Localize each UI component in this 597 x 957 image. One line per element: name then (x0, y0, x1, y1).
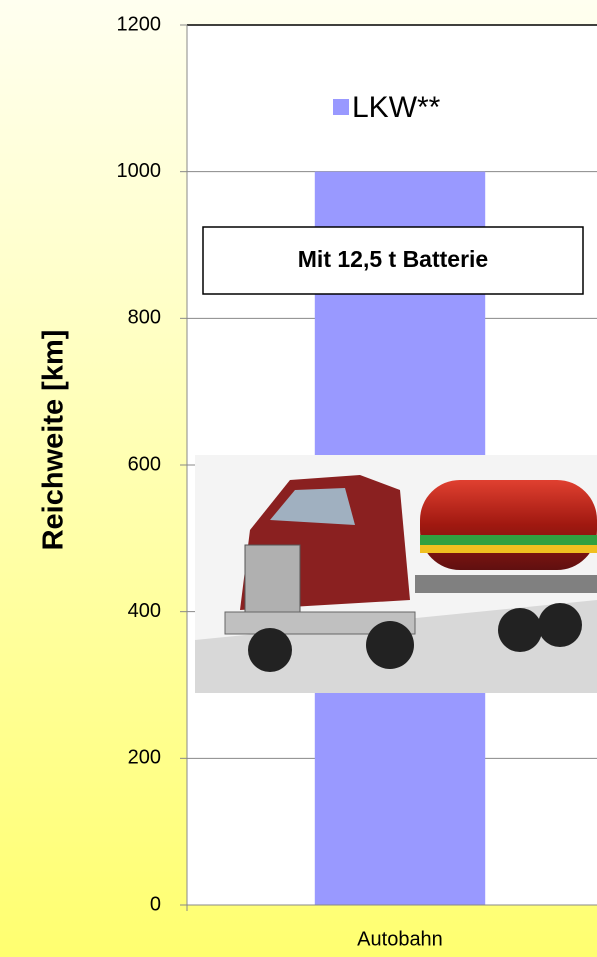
axis: 0 200 400 600 800 1000 1200 Autobahn (117, 13, 597, 950)
y-tick-label: 600 (128, 453, 161, 475)
y-tick-label: 400 (128, 600, 161, 622)
legend: LKW** (333, 91, 441, 124)
annotation-box (202, 226, 584, 295)
y-tick-label: 1000 (117, 160, 162, 182)
truck-image (195, 455, 597, 693)
y-tick-label: 200 (128, 747, 161, 769)
y-axis-label: Reichweite [km] (38, 330, 70, 551)
x-tick-label: Autobahn (357, 928, 443, 950)
y-tick-label: 1200 (117, 13, 162, 35)
annotation: Mit 12,5 t Batterie (298, 246, 488, 272)
y-tick-label: 0 (150, 893, 161, 915)
y-tick-label: 800 (128, 307, 161, 329)
legend-label: LKW** (352, 91, 441, 124)
legend-swatch (333, 99, 349, 115)
